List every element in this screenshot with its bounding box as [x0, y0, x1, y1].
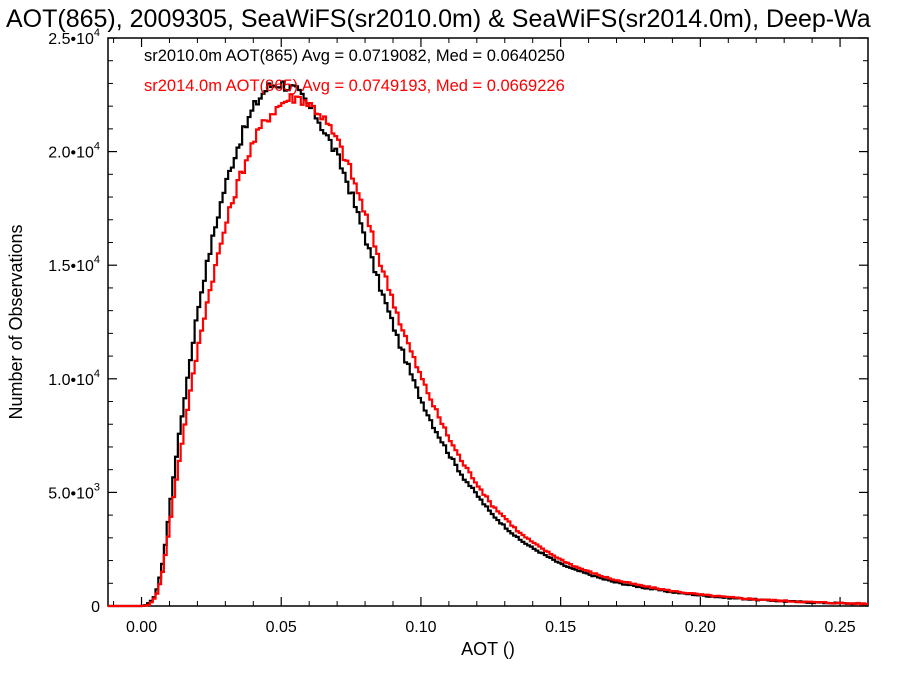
- y-tick-label: 2.5•104: [48, 27, 100, 48]
- histogram-series-2: [108, 93, 868, 608]
- y-tick-label: 1.0•104: [48, 368, 100, 389]
- y-tick-label: 2.0•104: [48, 141, 100, 162]
- y-tick-label: 5.0•103: [48, 481, 100, 502]
- x-tick-label: 0.05: [266, 619, 297, 636]
- series-layer: [108, 80, 868, 608]
- y-tick-label: 0: [91, 599, 100, 616]
- plot-frame: [107, 37, 869, 607]
- annotations: sr2010.0m AOT(865) Avg = 0.0719082, Med …: [144, 47, 565, 95]
- x-tick-label: 0.00: [126, 619, 157, 636]
- histogram-series-1: [108, 80, 868, 608]
- x-tick-label: 0.10: [405, 619, 436, 636]
- chart-title: AOT(865), 2009305, SeaWiFS(sr2010.0m) & …: [6, 5, 871, 33]
- stats-annotation-2: sr2014.0m AOT(865) Avg = 0.0749193, Med …: [144, 77, 565, 95]
- x-tick-label: 0.20: [685, 619, 716, 636]
- x-axis-label: AOT (): [461, 639, 515, 659]
- y-tick-label: 1.5•104: [48, 254, 100, 275]
- x-tick-label: 0.15: [545, 619, 576, 636]
- axis-ticks: 0.00 0.05 0.10 0.15 0.20 0.25 0 5.0•103 1.0•104 1…: [48, 27, 869, 636]
- y-axis-label: Number of Observations: [6, 224, 26, 419]
- stats-annotation-1: sr2010.0m AOT(865) Avg = 0.0719082, Med …: [144, 47, 565, 65]
- x-tick-label: 0.25: [824, 619, 855, 636]
